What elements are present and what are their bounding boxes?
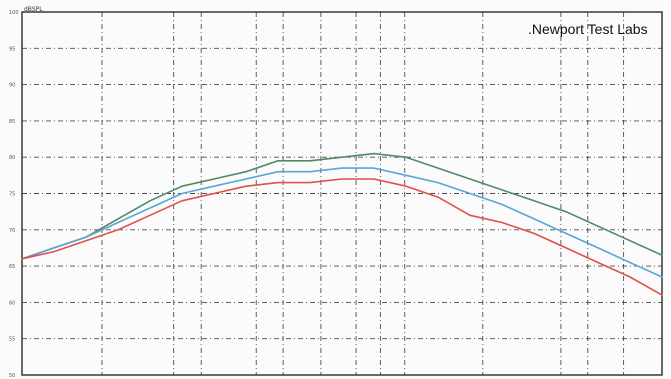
y-tick-label: 70 xyxy=(9,228,15,234)
y-tick-label: 85 xyxy=(9,119,15,125)
y-tick-labels: 100 95 90 85 80 75 70 65 60 55 50 xyxy=(9,10,19,379)
y-tick-label: 50 xyxy=(9,373,15,379)
y-tick-label: 90 xyxy=(9,83,15,89)
y-tick-label: 75 xyxy=(9,192,15,198)
series-lines xyxy=(21,152,663,296)
grid-lines xyxy=(22,11,662,376)
y-tick-label: 95 xyxy=(9,46,15,52)
y-tick-label: 60 xyxy=(9,300,15,306)
axis-caption: dBSPL xyxy=(24,6,43,13)
y-tick-label: 80 xyxy=(9,155,15,161)
y-tick-label: 55 xyxy=(9,337,15,343)
series-line-green xyxy=(21,152,663,260)
y-tick-label: 65 xyxy=(9,264,15,270)
series-line-red xyxy=(21,178,663,296)
series-line-blue xyxy=(21,167,663,278)
lab-watermark: .Newport Test Labs xyxy=(528,21,648,37)
y-tick-label: 100 xyxy=(9,10,19,16)
